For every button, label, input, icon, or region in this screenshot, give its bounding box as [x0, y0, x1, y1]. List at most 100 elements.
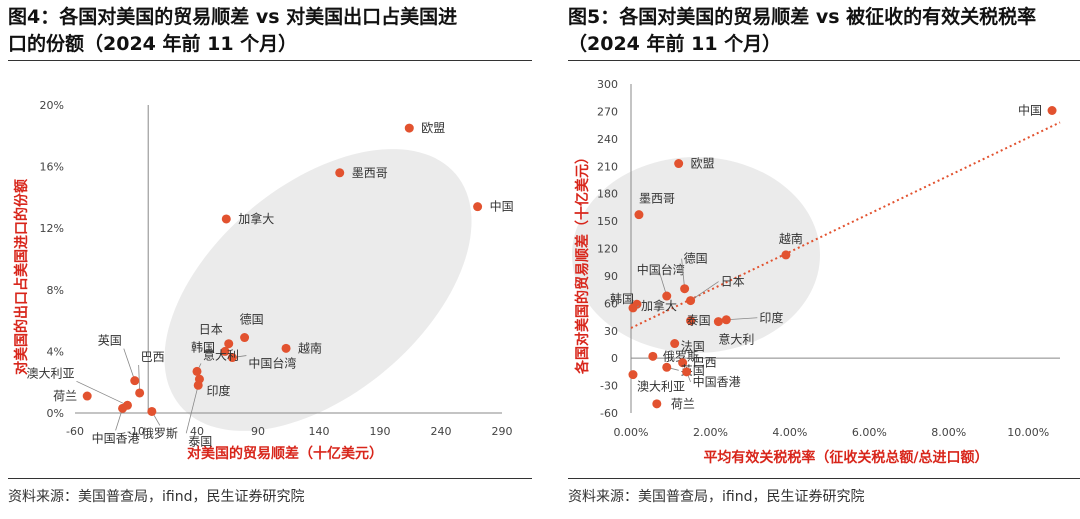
point-label: 泰国 — [687, 314, 711, 328]
figure-5-panel: 图5：各国对美国的贸易顺差 vs 被征收的有效关税税率 （2024 年前 11 … — [560, 0, 1080, 519]
point-label: 印度 — [206, 383, 230, 398]
y-tick-label: 90 — [604, 270, 618, 283]
point-label: 德国 — [240, 312, 264, 327]
point-label: 澳大利亚 — [26, 366, 74, 380]
y-tick-label: 20% — [40, 99, 64, 112]
figure-4-panel: 图4：各国对美国的贸易顺差 vs 对美国出口占美国进 口的份额（2024 年前 … — [8, 4, 532, 505]
data-point — [221, 214, 231, 224]
y-tick-label: 270 — [597, 105, 618, 118]
point-label: 中国 — [490, 199, 514, 214]
leader-line — [681, 258, 686, 289]
point-label: 澳大利亚 — [637, 380, 685, 394]
figure-5-title-rule — [568, 60, 1080, 61]
x-tick-label: 40 — [190, 425, 204, 438]
data-point — [1047, 106, 1057, 116]
figure-4-title-rule — [8, 60, 532, 61]
data-point — [686, 296, 696, 306]
figure-4-source: 资料来源：美国普查局，ifind，民生证券研究院 — [8, 489, 305, 505]
data-point — [682, 367, 692, 377]
data-point — [227, 353, 237, 363]
point-label: 印度 — [759, 310, 783, 325]
data-point — [281, 343, 291, 353]
data-point — [670, 339, 680, 349]
y-tick-label: 120 — [597, 243, 618, 256]
y-tick-label: 0 — [611, 352, 618, 365]
point-label: 巴西 — [141, 350, 165, 364]
y-tick-label: 180 — [597, 188, 618, 201]
point-label: 俄罗斯 — [142, 426, 178, 440]
figure-5-footer-rule — [568, 478, 1080, 479]
point-label: 中国香港 — [693, 374, 741, 389]
point-label: 中国 — [1018, 103, 1042, 118]
point-label: 法国 — [681, 340, 705, 354]
leader-line — [76, 380, 128, 406]
point-label: 意大利 — [203, 347, 239, 362]
x-tick-label: 2.00% — [693, 426, 728, 439]
point-label: 中国香港 — [92, 430, 140, 445]
data-point — [662, 362, 672, 372]
data-point — [648, 351, 658, 361]
x-tick-label: 90 — [251, 425, 265, 438]
point-label: 韩国 — [191, 339, 215, 354]
highlight-ellipse — [164, 149, 472, 431]
data-point — [713, 317, 723, 327]
data-point — [678, 358, 688, 368]
x-tick-label: 190 — [370, 425, 391, 438]
point-label: 中国台湾 — [637, 262, 685, 277]
x-tick-label: 10.00% — [1007, 426, 1049, 439]
data-point — [404, 123, 414, 133]
point-label: 欧盟 — [421, 121, 445, 135]
x-axis-label: 平均有效关税税率（征收关税总额/总进口额） — [703, 449, 988, 466]
y-tick-label: -30 — [600, 380, 618, 393]
point-label: 墨西哥 — [639, 192, 675, 206]
point-label: 泰国 — [188, 434, 212, 448]
y-tick-label: -60 — [600, 407, 618, 420]
x-tick-label: -10 — [127, 425, 145, 438]
y-tick-label: 210 — [597, 160, 618, 173]
data-point — [674, 159, 684, 169]
point-label: 加拿大 — [641, 298, 677, 313]
y-tick-label: 16% — [40, 161, 64, 174]
data-point — [192, 366, 202, 376]
y-tick-label: 4% — [47, 345, 64, 358]
y-tick-label: 150 — [597, 215, 618, 228]
point-label: 墨西哥 — [352, 166, 388, 180]
y-tick-label: 300 — [597, 78, 618, 91]
leader-line — [658, 269, 668, 297]
data-point — [224, 339, 234, 349]
y-axis-label: 对美国的出口占美国进口的份额 — [13, 179, 30, 375]
data-point — [686, 316, 696, 326]
point-label: 欧盟 — [691, 157, 715, 171]
figure-5-source: 资料来源：美国普查局，ifind，民生证券研究院 — [568, 489, 865, 505]
y-tick-label: 0% — [47, 407, 64, 420]
leader-line — [185, 385, 199, 434]
figure-5-scatter-chart: 0.00% 2.00% 4.00% 6.00% 8.00% 10.00% -60 -30 0 30… — [572, 78, 1061, 466]
point-label: 中国台湾 — [248, 356, 296, 371]
data-point — [135, 388, 145, 398]
trend-line — [630, 121, 1061, 329]
data-point — [473, 202, 483, 212]
leader-line — [726, 317, 758, 321]
data-point — [240, 333, 250, 343]
data-point — [628, 370, 638, 380]
x-tick-label: -60 — [66, 425, 84, 438]
y-axis-label: 各国对美国的贸易顺差（十亿美元） — [574, 150, 591, 375]
point-label: 越南 — [298, 340, 322, 355]
data-point — [634, 210, 644, 220]
data-point — [781, 250, 791, 260]
leader-line — [138, 364, 141, 393]
x-tick-label: 290 — [492, 425, 513, 438]
x-tick-label: 8.00% — [931, 426, 966, 439]
figure-4-title: 图4：各国对美国的贸易顺差 vs 对美国出口占美国进 口的份额（2024 年前 … — [8, 4, 457, 58]
point-label: 越南 — [779, 231, 803, 246]
data-point — [82, 391, 92, 401]
figure-4-footer-rule — [8, 478, 532, 479]
figure-5-title-line1: 图5：各国对美国的贸易顺差 vs 被征收的有效关税税率 — [568, 6, 1037, 28]
x-tick-label: 4.00% — [772, 426, 807, 439]
point-label: 俄罗斯 — [663, 349, 699, 363]
data-point — [628, 303, 638, 313]
figure-5-title-line2: （2024 年前 11 个月） — [568, 33, 782, 55]
data-point — [147, 406, 157, 416]
y-tick-label: 12% — [40, 222, 64, 235]
data-point — [118, 403, 128, 413]
